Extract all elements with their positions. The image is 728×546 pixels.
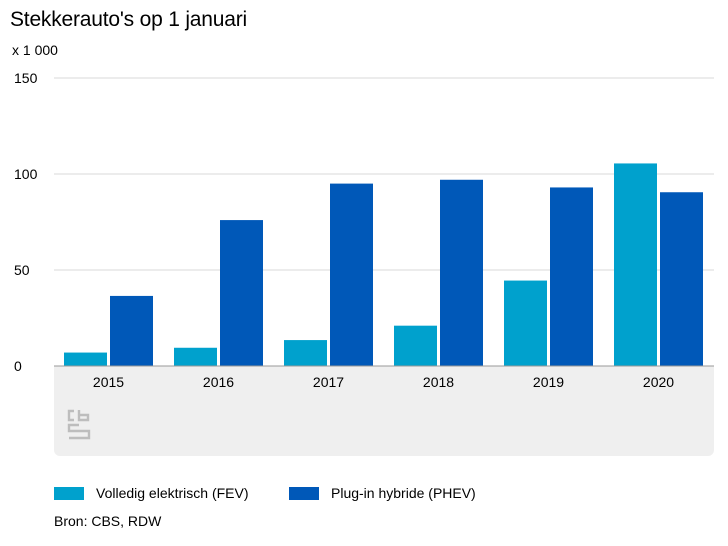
x-tick-label: 2019	[533, 374, 564, 390]
y-tick-label: 50	[14, 262, 30, 278]
x-tick-label: 2018	[423, 374, 454, 390]
y-tick-label: 0	[14, 358, 22, 374]
bars	[54, 163, 714, 367]
cbs-logo-icon	[67, 409, 91, 440]
bar-phev-2016	[220, 220, 263, 366]
bar-fev-2015	[64, 352, 107, 366]
y-tick-label: 100	[14, 166, 38, 182]
bar-fev-2019	[504, 280, 547, 366]
legend-label-phev: Plug-in hybride (PHEV)	[331, 485, 476, 501]
x-axis-band-top	[54, 366, 714, 378]
x-tick-label: 2017	[313, 374, 344, 390]
x-tick-labels: 2015 2016 2017 2018 2019 2020	[93, 374, 674, 390]
bar-phev-2017	[330, 183, 373, 366]
legend-item-phev: Plug-in hybride (PHEV)	[289, 485, 476, 501]
source-note: Bron: CBS, RDW	[54, 513, 162, 529]
x-tick-label: 2015	[93, 374, 124, 390]
bar-phev-2020	[660, 192, 703, 366]
bar-phev-2019	[550, 187, 593, 366]
x-axis-band	[54, 366, 714, 456]
legend-swatch-fev	[54, 486, 84, 500]
x-tick-label: 2020	[643, 374, 674, 390]
legend-swatch-phev	[289, 486, 319, 500]
legend-item-fev: Volledig elektrisch (FEV)	[54, 485, 249, 501]
y-tick-labels: 0 50 100 150	[14, 70, 38, 374]
bar-fev-2020	[614, 163, 657, 366]
x-tick-label: 2016	[203, 374, 234, 390]
bar-phev-2015	[110, 295, 153, 366]
bar-fev-2018	[394, 325, 437, 366]
y-unit-label: x 1 000	[12, 42, 58, 58]
bar-phev-2018	[440, 179, 483, 366]
legend-label-fev: Volledig elektrisch (FEV)	[96, 485, 249, 501]
bar-fev-2016	[174, 347, 217, 366]
bar-fev-2017	[284, 340, 327, 366]
chart-title: Stekkerauto's op 1 januari	[10, 8, 247, 31]
y-tick-label: 150	[14, 70, 38, 86]
